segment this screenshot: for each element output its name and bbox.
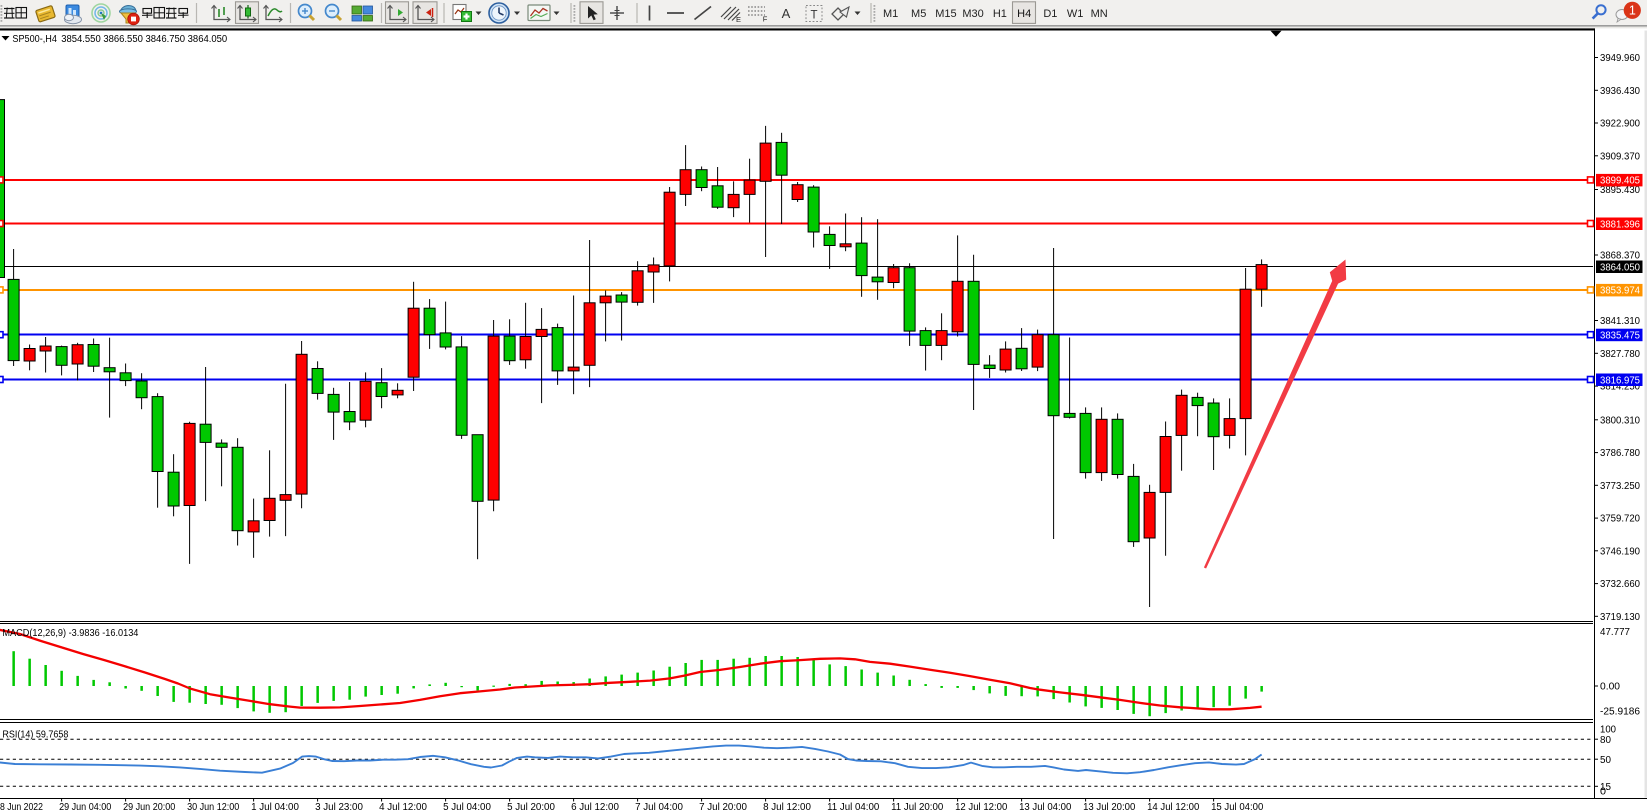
svg-text:3895.430: 3895.430	[1600, 185, 1640, 196]
svg-text:M5: M5	[911, 8, 926, 20]
svg-text:3864.050: 3864.050	[1600, 262, 1640, 273]
svg-text:MN: MN	[1091, 8, 1108, 20]
svg-text:3881.396: 3881.396	[1600, 219, 1640, 230]
svg-text:3719.130: 3719.130	[1600, 612, 1640, 623]
svg-text:H1: H1	[993, 8, 1007, 20]
svg-text:3868.370: 3868.370	[1600, 251, 1640, 262]
svg-text:5 Jul 04:00: 5 Jul 04:00	[443, 802, 491, 811]
svg-text:3800.310: 3800.310	[1600, 415, 1640, 426]
svg-text:H4: H4	[1017, 8, 1031, 20]
svg-text:13 Jul 20:00: 13 Jul 20:00	[1083, 802, 1136, 811]
svg-text:M30: M30	[962, 8, 983, 20]
svg-text:0: 0	[1600, 787, 1606, 798]
svg-text:11 Jul 20:00: 11 Jul 20:00	[891, 802, 944, 811]
svg-text:T: T	[810, 10, 817, 22]
svg-text:14 Jul 12:00: 14 Jul 12:00	[1147, 802, 1200, 811]
svg-text:4 Jul 12:00: 4 Jul 12:00	[379, 802, 427, 811]
svg-text:3 Jul 23:00: 3 Jul 23:00	[315, 802, 363, 811]
svg-text:M15: M15	[935, 8, 956, 20]
svg-text:7 Jul 04:00: 7 Jul 04:00	[635, 802, 683, 811]
svg-text:-25.9186: -25.9186	[1600, 707, 1640, 718]
svg-text:1 Jul 04:00: 1 Jul 04:00	[251, 802, 299, 811]
svg-text:MACD(12,26,9) -3.9836 -16.0134: MACD(12,26,9) -3.9836 -16.0134	[2, 628, 138, 639]
svg-text:D1: D1	[1043, 8, 1057, 20]
svg-text:3814.250: 3814.250	[1600, 382, 1640, 393]
svg-text:29 Jun 04:00: 29 Jun 04:00	[59, 802, 112, 811]
svg-text:11 Jul 04:00: 11 Jul 04:00	[827, 802, 880, 811]
svg-text:3909.370: 3909.370	[1600, 151, 1640, 162]
svg-text:SP500-,H4: SP500-,H4	[12, 34, 57, 45]
svg-text:3773.250: 3773.250	[1600, 481, 1640, 492]
svg-text:3746.190: 3746.190	[1600, 546, 1640, 557]
svg-text:F: F	[763, 15, 768, 24]
svg-text:3854.550 3866.550 3846.750 386: 3854.550 3866.550 3846.750 3864.050	[61, 34, 227, 45]
svg-text:3732.660: 3732.660	[1600, 579, 1640, 590]
svg-text:12 Jul 12:00: 12 Jul 12:00	[955, 802, 1008, 811]
svg-text:3841.310: 3841.310	[1600, 316, 1640, 327]
svg-text:RSI(14) 59.7658: RSI(14) 59.7658	[2, 730, 68, 741]
svg-text:0.00: 0.00	[1600, 682, 1620, 693]
svg-text:3949.960: 3949.960	[1600, 53, 1640, 64]
svg-text:W1: W1	[1067, 8, 1084, 20]
svg-text:1: 1	[1629, 4, 1636, 18]
svg-text:5 Jul 20:00: 5 Jul 20:00	[507, 802, 555, 811]
svg-text:3827.780: 3827.780	[1600, 349, 1640, 360]
svg-text:30 Jun 12:00: 30 Jun 12:00	[187, 802, 240, 811]
svg-text:3816.975: 3816.975	[1600, 375, 1640, 386]
svg-text:28 Jun 2022: 28 Jun 2022	[0, 802, 43, 811]
svg-text:100: 100	[1600, 725, 1616, 736]
svg-text:15: 15	[1600, 782, 1611, 793]
svg-text:8 Jul 12:00: 8 Jul 12:00	[763, 802, 811, 811]
svg-text:50: 50	[1600, 755, 1611, 766]
svg-text:15 Jul 04:00: 15 Jul 04:00	[1211, 802, 1264, 811]
svg-text:47.777: 47.777	[1600, 627, 1630, 638]
svg-text:3899.405: 3899.405	[1600, 176, 1640, 187]
svg-text:29 Jun 20:00: 29 Jun 20:00	[123, 802, 176, 811]
svg-text:7 Jul 20:00: 7 Jul 20:00	[699, 802, 747, 811]
svg-text:3759.720: 3759.720	[1600, 514, 1640, 525]
svg-text:3853.974: 3853.974	[1600, 286, 1640, 297]
svg-text:3922.900: 3922.900	[1600, 119, 1640, 130]
svg-text:80: 80	[1600, 735, 1611, 746]
svg-text:3936.430: 3936.430	[1600, 86, 1640, 97]
svg-text:A: A	[782, 6, 791, 21]
svg-text:3786.780: 3786.780	[1600, 448, 1640, 459]
svg-text:E: E	[736, 15, 741, 24]
svg-text:3835.475: 3835.475	[1600, 331, 1640, 342]
svg-text:6 Jul 12:00: 6 Jul 12:00	[571, 802, 619, 811]
svg-text:M1: M1	[883, 8, 898, 20]
svg-text:13 Jul 04:00: 13 Jul 04:00	[1019, 802, 1072, 811]
